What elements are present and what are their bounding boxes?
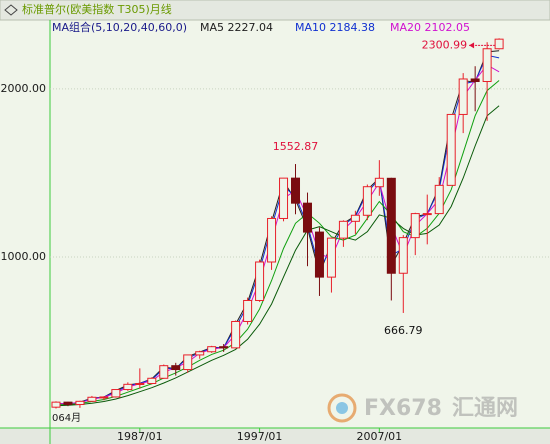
candle-body — [195, 351, 205, 356]
candle-body — [171, 365, 181, 371]
chart-title: 标准普尔(欧美指数 T305)月线 — [22, 2, 172, 16]
ma-line — [55, 50, 500, 405]
legend-text: MA5 — [200, 21, 224, 34]
ma-group: MA组合(5,10,20,40,60,0) — [52, 20, 187, 34]
x-tick-label: 1987/01 — [117, 430, 163, 443]
candle-body — [494, 38, 504, 50]
candle-body — [123, 383, 133, 391]
candle-body — [75, 400, 85, 405]
legend-text: MA20 — [390, 21, 421, 34]
candle-body — [410, 213, 420, 239]
candle-body — [267, 217, 277, 263]
candle-body — [422, 213, 432, 216]
candle-body — [207, 346, 217, 353]
candle-body — [99, 396, 109, 399]
candle-body — [458, 78, 468, 115]
candle-body — [135, 382, 145, 385]
legend-text: 2102.05 — [425, 21, 471, 34]
annotation-arrowhead — [469, 42, 475, 49]
candle-body — [87, 396, 97, 402]
ma-line — [55, 64, 500, 405]
legend-text: 2184.38 — [330, 21, 376, 34]
annotation: 666.79 — [384, 324, 423, 337]
candle-body — [326, 237, 336, 278]
candle-body — [243, 299, 253, 322]
y-tick-label: 2000.00 — [1, 82, 47, 95]
candle-body — [398, 237, 408, 274]
candle-body — [219, 346, 229, 349]
legend-text: MA10 — [295, 21, 326, 34]
candle-body — [314, 231, 324, 278]
watermark-logo: FX678 — [364, 396, 442, 421]
candle-body — [159, 365, 169, 379]
candle-body — [231, 320, 241, 349]
legend-entry: MA20 2102.05 — [390, 21, 470, 34]
ma-line — [55, 105, 500, 407]
candle-body — [291, 177, 301, 204]
candle-body — [386, 177, 396, 274]
watermark-icon — [327, 393, 357, 423]
annotation: 1552.87 — [273, 140, 319, 153]
watermark-icon — [336, 402, 348, 414]
legend-entry: MA5 2227.04 — [200, 21, 273, 34]
candle-body — [51, 401, 61, 408]
candle-body — [183, 354, 193, 371]
watermark-name: 汇通网 — [452, 396, 518, 421]
candle-body — [147, 377, 157, 384]
header-bar — [0, 0, 550, 21]
candle-body — [279, 177, 289, 219]
candle-body — [350, 214, 360, 222]
axis-bar — [0, 428, 550, 444]
candle-body — [63, 401, 73, 405]
candle-body — [255, 261, 265, 301]
corner-label: 064月 — [52, 412, 81, 424]
candle-body — [434, 184, 444, 215]
candle-body — [482, 48, 492, 83]
candle-body — [374, 177, 384, 188]
candle-body — [446, 113, 456, 186]
legend-entry: MA10 2184.38 — [295, 21, 375, 34]
x-tick-label: 2007/01 — [356, 430, 402, 443]
candle-body — [470, 78, 480, 83]
candle-body — [111, 389, 121, 398]
legend-text: 2227.04 — [228, 21, 274, 34]
watermark: FX678 汇通网 — [327, 393, 518, 423]
candle-body — [362, 186, 372, 216]
candle-body — [338, 220, 348, 239]
header-icon[interactable] — [4, 4, 18, 16]
y-tick-label: 1000.00 — [1, 250, 47, 263]
candle-body — [302, 202, 312, 233]
ma-line — [55, 80, 500, 406]
annotation: 2300.99 — [422, 38, 468, 51]
x-tick-label: 1997/01 — [237, 430, 283, 443]
